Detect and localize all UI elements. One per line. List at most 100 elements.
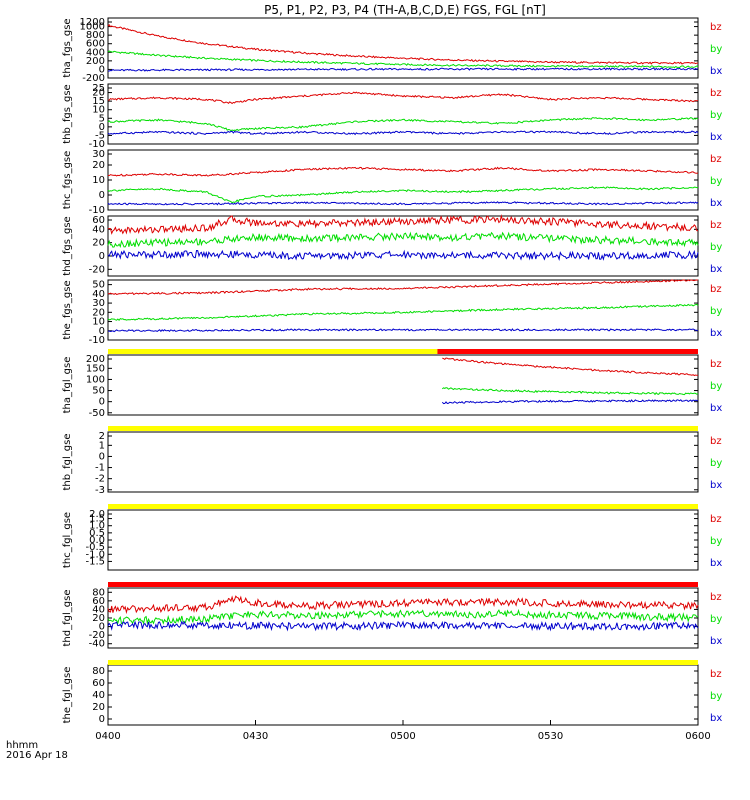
- series-line-bx: [108, 328, 699, 333]
- y-tick-label: 800: [86, 30, 105, 41]
- legend-bz: bz: [710, 154, 722, 165]
- x-tick-label: 0500: [390, 731, 415, 742]
- y-tick-label: 20: [92, 702, 105, 713]
- time-label: hhmm: [6, 740, 38, 751]
- legend-by: by: [710, 176, 722, 187]
- y-tick-label: 20: [92, 160, 105, 171]
- legend-bx: bx: [710, 558, 722, 569]
- legend-bz: bz: [710, 88, 722, 99]
- legend-bz: bz: [710, 359, 722, 370]
- series-line-bx: [107, 249, 699, 262]
- y-tick-label: 1000: [80, 22, 105, 33]
- status-bar-segment: [108, 504, 698, 509]
- y-tick-label: 0.0: [89, 535, 105, 546]
- series-line-bz: [107, 595, 699, 615]
- y-tick-label: 40: [92, 289, 105, 300]
- y-tick-label: 0: [99, 451, 105, 462]
- legend-bz: bz: [710, 592, 722, 603]
- status-bar-segment: [108, 582, 698, 587]
- y-tick-label: -5: [95, 130, 105, 141]
- x-tick-label: 0600: [685, 731, 710, 742]
- legend-bx: bx: [710, 264, 722, 275]
- legend-bx: bx: [710, 403, 722, 414]
- y-tick-label: 15: [92, 96, 105, 107]
- x-tick-label: 0530: [538, 731, 563, 742]
- legend-by: by: [710, 691, 722, 702]
- y-tick-label: 10: [92, 105, 105, 116]
- legend-bz: bz: [710, 22, 722, 33]
- y-axis-label: thb_fgs_gse: [62, 84, 73, 143]
- y-axis-label: thc_fgl_gse: [62, 512, 73, 568]
- legend-by: by: [710, 614, 722, 625]
- series-line-bz: [107, 23, 699, 65]
- y-tick-label: 80: [92, 666, 105, 677]
- panel-frame: [107, 215, 699, 277]
- y-tick-label: 2.0: [89, 509, 105, 520]
- status-bars: [108, 349, 698, 665]
- y-tick-label: 0: [99, 622, 105, 633]
- status-bar-segment: [437, 349, 698, 354]
- legend-bz: bz: [710, 514, 722, 525]
- panel-thc_fgl_gse: 2.01.51.00.50.0-0.5-1.0-1.5 thc_fgl_gse bz…: [62, 509, 722, 571]
- y-tick-label: 40: [92, 690, 105, 701]
- series-line-bx: [107, 620, 699, 632]
- legend-by: by: [710, 44, 722, 55]
- y-tick-label: 50: [92, 386, 105, 397]
- series-line-bz: [108, 166, 699, 177]
- panel-frame: [107, 664, 699, 726]
- x-tick-label: 0430: [243, 731, 268, 742]
- y-tick-label: -20: [89, 264, 105, 275]
- y-tick-label: 5: [99, 113, 105, 124]
- status-bar-segment: [108, 426, 698, 431]
- series-line-by: [107, 186, 698, 204]
- legend-bx: bx: [710, 66, 722, 77]
- panel-frame: [107, 83, 699, 145]
- panel-frame: [107, 149, 699, 211]
- y-tick-label: 20: [92, 238, 105, 249]
- y-tick-label: -2: [95, 474, 105, 485]
- y-axis-label: thd_fgs_gse: [62, 216, 73, 275]
- legend-by: by: [710, 306, 722, 317]
- y-tick-label: 1: [99, 440, 105, 451]
- panel-frame: [107, 431, 699, 493]
- legend-by: by: [710, 536, 722, 547]
- y-tick-label: 80: [92, 587, 105, 598]
- y-tick-label: 0: [99, 714, 105, 725]
- legend-bz: bz: [710, 669, 722, 680]
- y-axis-label: thb_fgl_gse: [62, 434, 73, 491]
- y-tick-label: 0: [99, 326, 105, 337]
- y-tick-label: -40: [89, 639, 105, 650]
- y-tick-label: -3: [95, 485, 105, 496]
- series-line-by: [107, 231, 699, 248]
- y-tick-label: 10: [92, 317, 105, 328]
- series-line-by: [107, 117, 699, 132]
- y-tick-label: 0: [99, 251, 105, 262]
- legend-bx: bx: [710, 713, 722, 724]
- y-tick-label: 60: [92, 596, 105, 607]
- status-bar-segment: [108, 660, 698, 665]
- y-tick-label: -10: [89, 139, 105, 150]
- y-tick-label: -0.5: [85, 542, 105, 553]
- y-tick-label: -50: [89, 408, 105, 419]
- y-tick-label: 200: [86, 354, 105, 365]
- series-line-by: [441, 387, 699, 396]
- series-line-bz: [442, 357, 699, 377]
- y-tick-label: 60: [92, 678, 105, 689]
- legend-by: by: [710, 110, 722, 121]
- y-tick-label: 600: [86, 39, 105, 50]
- y-tick-label: 0: [99, 190, 105, 201]
- legend-bz: bz: [710, 284, 722, 295]
- y-axis-label: the_fgl_gse: [62, 667, 73, 724]
- panel-frame: [107, 354, 699, 416]
- y-tick-label: 30: [92, 298, 105, 309]
- y-tick-label: -10: [89, 335, 105, 346]
- series-line-bx: [107, 67, 699, 72]
